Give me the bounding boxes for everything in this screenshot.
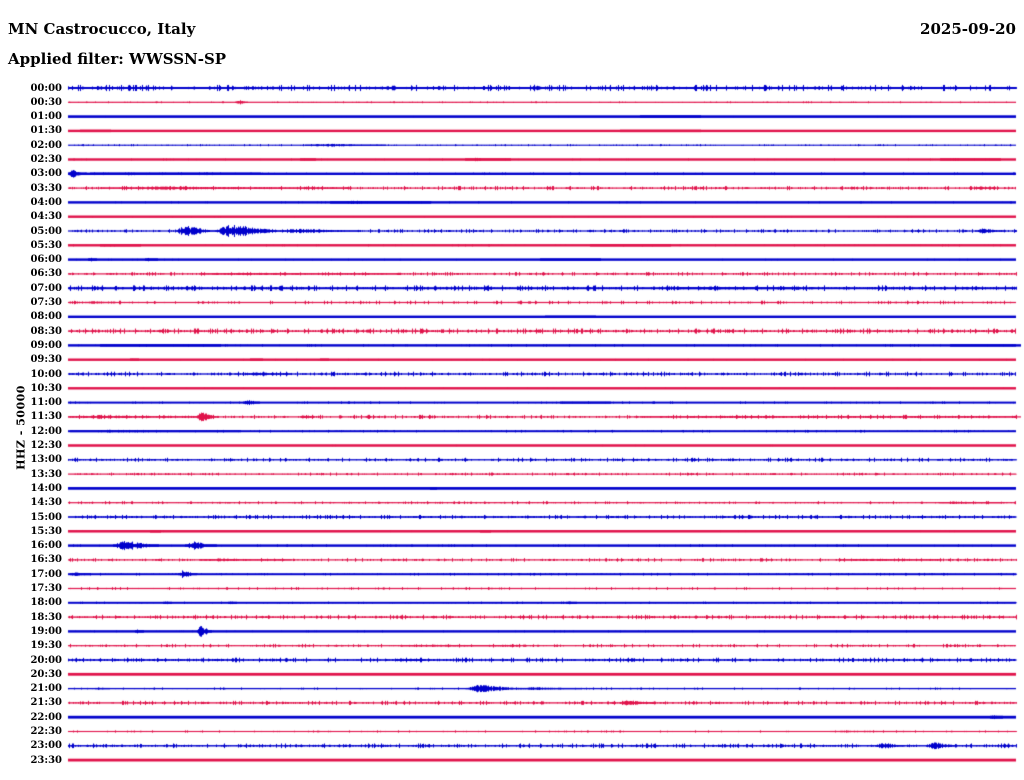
time-label: 00:00 (30, 82, 62, 94)
time-label: 20:30 (30, 668, 62, 680)
time-label: 03:00 (30, 168, 62, 180)
time-label: 23:30 (30, 754, 62, 766)
time-label: 11:00 (30, 397, 62, 409)
time-label: 12:00 (30, 425, 62, 437)
time-label: 15:30 (30, 525, 62, 537)
time-label: 18:30 (30, 611, 62, 623)
time-label: 06:00 (30, 254, 62, 266)
station-title: MN Castrocucco, Italy (8, 20, 196, 38)
time-label: 00:30 (30, 96, 62, 108)
time-label: 06:30 (30, 268, 62, 280)
time-label: 03:30 (30, 182, 62, 194)
time-label: 19:00 (30, 625, 62, 637)
time-label: 17:00 (30, 568, 62, 580)
time-label: 11:30 (30, 411, 62, 423)
time-label: 04:30 (30, 211, 62, 223)
time-label: 10:00 (30, 368, 62, 380)
time-label: 09:30 (30, 354, 62, 366)
time-label: 13:30 (30, 468, 62, 480)
time-label: 21:00 (30, 683, 62, 695)
time-label: 13:00 (30, 454, 62, 466)
time-label: 09:00 (30, 339, 62, 351)
time-label: 02:30 (30, 154, 62, 165)
time-label: 02:00 (30, 139, 62, 151)
time-label: 22:00 (30, 711, 62, 723)
time-label: 21:30 (30, 697, 62, 709)
time-label: 08:30 (30, 325, 62, 337)
time-label: 16:30 (30, 554, 62, 566)
time-label: 22:30 (30, 726, 62, 737)
time-label: 07:30 (30, 297, 62, 308)
time-label: 05:30 (30, 239, 62, 251)
time-label: 08:00 (30, 311, 62, 323)
time-label: 05:00 (30, 225, 62, 237)
time-label: 14:30 (30, 497, 62, 509)
time-label: 12:30 (30, 440, 62, 451)
time-label: 18:00 (30, 597, 62, 609)
time-label: 07:00 (30, 282, 62, 294)
time-label: 20:00 (30, 654, 62, 666)
time-label: 15:00 (30, 511, 62, 523)
applied-filter-label: Applied filter: WWSSN-SP (8, 50, 227, 68)
time-label: 14:00 (30, 482, 62, 494)
time-label: 16:00 (30, 540, 62, 552)
time-label: 04:00 (30, 196, 62, 208)
time-label: 17:30 (30, 583, 62, 594)
time-label: 01:00 (30, 111, 62, 123)
time-label: 10:30 (30, 382, 62, 394)
time-label: 01:30 (30, 125, 62, 137)
time-label: 23:00 (30, 740, 62, 752)
plot-date: 2025-09-20 (920, 20, 1016, 38)
time-label: 19:30 (30, 640, 62, 652)
